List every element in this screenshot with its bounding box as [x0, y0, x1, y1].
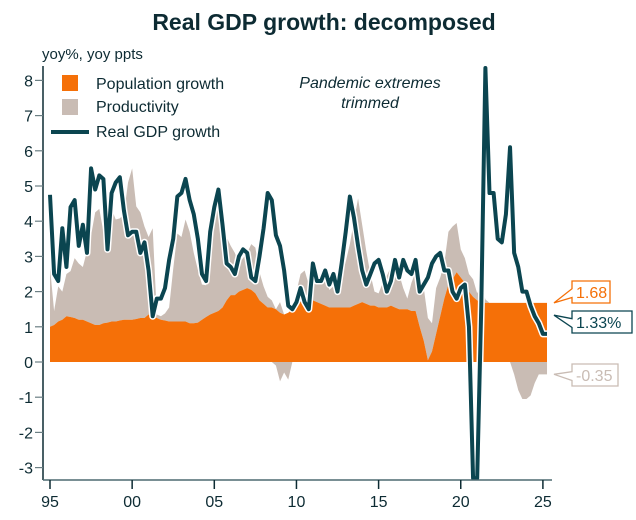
x-ticks: 95 00 05 10 15 20 25	[41, 480, 552, 511]
x-tick-label: 10	[288, 494, 306, 511]
productivity-negative-area	[510, 362, 548, 399]
last-value-callouts: 1.68 1.33% -0.35	[553, 280, 633, 387]
y-tick-label: -1	[19, 390, 33, 407]
real-gdp-line	[48, 66, 548, 481]
legend-swatch-productivity	[62, 99, 78, 115]
callout-label: 1.33%	[576, 315, 621, 332]
callout-population-growth: 1.68	[553, 280, 611, 304]
x-tick-label: 25	[534, 494, 552, 511]
x-tick-label: 20	[452, 494, 470, 511]
plot-line	[46, 64, 548, 482]
axes	[42, 66, 552, 481]
y-tick-label: 6	[24, 144, 33, 161]
callout-real-gdp-growth: 1.33%	[553, 310, 633, 334]
callout-box	[553, 363, 619, 387]
callout-label: -0.35	[576, 368, 613, 385]
annotation-line-1: Pandemic extremes	[299, 75, 440, 92]
y-tick-label: 2	[24, 285, 33, 302]
callout-productivity: -0.35	[553, 363, 619, 387]
pandemic-annotation: Pandemic extremes trimmed	[299, 75, 440, 112]
y-tick-label: 7	[24, 109, 33, 126]
plot-areas	[50, 168, 548, 399]
y-tick-label: 1	[24, 320, 33, 337]
x-tick-label: 95	[41, 494, 59, 511]
productivity-area	[50, 168, 548, 361]
legend: Population growth Productivity Real GDP …	[51, 75, 224, 141]
y-tick-label: 4	[24, 214, 33, 231]
callout-box	[553, 280, 611, 304]
callout-label: 1.68	[576, 285, 607, 302]
x-tick-label: 00	[123, 494, 141, 511]
legend-label-productivity: Productivity	[96, 99, 179, 116]
y-tick-label: -2	[19, 425, 33, 442]
x-tick-label: 15	[370, 494, 388, 511]
legend-label-population: Population growth	[96, 76, 224, 93]
population-growth-area	[50, 272, 548, 362]
annotation-line-2: trimmed	[341, 95, 400, 112]
x-tick-label: 05	[205, 494, 223, 511]
y-tick-label: 5	[24, 179, 33, 196]
y-tick-label: 0	[24, 355, 33, 372]
legend-label-real-gdp: Real GDP growth	[96, 124, 220, 141]
y-tick-label: 8	[24, 73, 33, 90]
y-tick-label: -3	[19, 461, 33, 478]
y-axis-unit-label: yoy%, yoy ppts	[42, 46, 143, 63]
productivity-negative-area	[271, 362, 293, 382]
chart-title: Real GDP growth: decomposed	[152, 9, 495, 35]
y-ticks: 8 7 6 5 4 3 2 1 0 -1 -2 -3	[19, 73, 43, 478]
y-tick-label: 3	[24, 249, 33, 266]
legend-swatch-population	[62, 75, 78, 91]
callout-box	[553, 310, 633, 334]
